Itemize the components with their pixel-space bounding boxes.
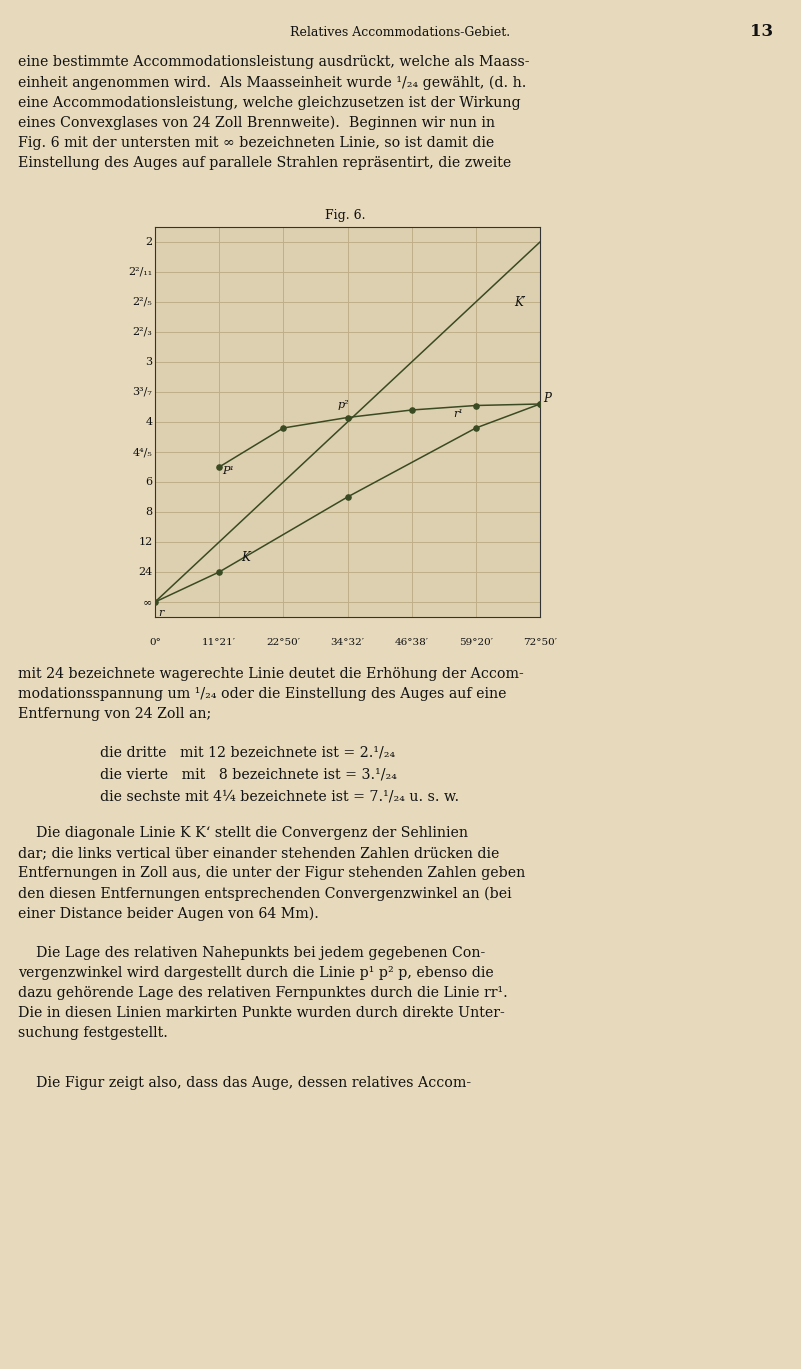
Text: Die Lage des relativen Nahepunkts bei jedem gegebenen Con-
vergenzwinkel wird da: Die Lage des relativen Nahepunkts bei je… [18, 946, 508, 1040]
Text: 34°32′: 34°32′ [331, 638, 364, 648]
Text: die dritte   mit 12 bezeichnete ist = 2.¹/₂₄: die dritte mit 12 bezeichnete ist = 2.¹/… [100, 745, 395, 758]
Point [277, 418, 290, 439]
Text: 11°21′: 11°21′ [202, 638, 236, 648]
Text: P: P [543, 392, 551, 404]
Text: 0°: 0° [149, 638, 161, 648]
Text: r: r [159, 608, 163, 617]
Point [213, 561, 226, 583]
Text: 2²/₁₁: 2²/₁₁ [128, 267, 152, 277]
Text: 3³/₇: 3³/₇ [132, 387, 152, 397]
Text: Die diagonale Linie K K‘ stellt die Convergenz der Sehlinien
dar; die links vert: Die diagonale Linie K K‘ stellt die Conv… [18, 826, 525, 921]
Point [533, 393, 546, 415]
Text: 6: 6 [145, 476, 152, 487]
Point [149, 591, 162, 613]
Text: 4⁴/₅: 4⁴/₅ [133, 448, 152, 457]
Text: Die Figur zeigt also, dass das Auge, dessen relatives Accom-: Die Figur zeigt also, dass das Auge, des… [18, 1076, 471, 1090]
Point [213, 456, 226, 478]
Text: r¹: r¹ [453, 409, 463, 419]
Text: p²: p² [338, 400, 349, 409]
Text: Fig. 6.: Fig. 6. [324, 209, 365, 223]
Text: 8: 8 [145, 507, 152, 517]
Point [469, 418, 482, 439]
Text: 22°50′: 22°50′ [266, 638, 300, 648]
Text: 2: 2 [145, 237, 152, 246]
Text: 12: 12 [139, 537, 152, 548]
Point [341, 486, 354, 508]
Text: mit 24 bezeichnete wagerechte Linie deutet die Erhöhung der Accom-
modationsspan: mit 24 bezeichnete wagerechte Linie deut… [18, 667, 524, 721]
Text: die vierte   mit   8 bezeichnete ist = 3.¹/₂₄: die vierte mit 8 bezeichnete ist = 3.¹/₂… [100, 767, 396, 780]
Text: P¹: P¹ [223, 465, 235, 476]
Text: 2²/₃: 2²/₃ [132, 327, 152, 337]
Text: eine bestimmte Accommodationsleistung ausdrückt, welche als Maass-
einheit angen: eine bestimmte Accommodationsleistung au… [18, 55, 529, 171]
Text: 46°38′: 46°38′ [395, 638, 429, 648]
Point [469, 394, 482, 416]
Text: ∞: ∞ [143, 597, 152, 606]
Text: 72°50′: 72°50′ [523, 638, 557, 648]
Text: K′: K′ [514, 296, 525, 308]
Text: 24: 24 [139, 567, 152, 576]
Point [405, 398, 418, 420]
Text: 3: 3 [145, 357, 152, 367]
Text: die sechste mit 4¼ bezeichnete ist = 7.¹/₂₄ u. s. w.: die sechste mit 4¼ bezeichnete ist = 7.¹… [100, 789, 459, 804]
Text: 13: 13 [750, 23, 773, 41]
Text: 59°20′: 59°20′ [459, 638, 493, 648]
Text: 2²/₅: 2²/₅ [133, 297, 152, 307]
Point [341, 407, 354, 428]
Text: K: K [242, 550, 251, 564]
Text: 4: 4 [145, 418, 152, 427]
Text: Relatives Accommodations-Gebiet.: Relatives Accommodations-Gebiet. [291, 26, 510, 38]
Point [533, 393, 546, 415]
